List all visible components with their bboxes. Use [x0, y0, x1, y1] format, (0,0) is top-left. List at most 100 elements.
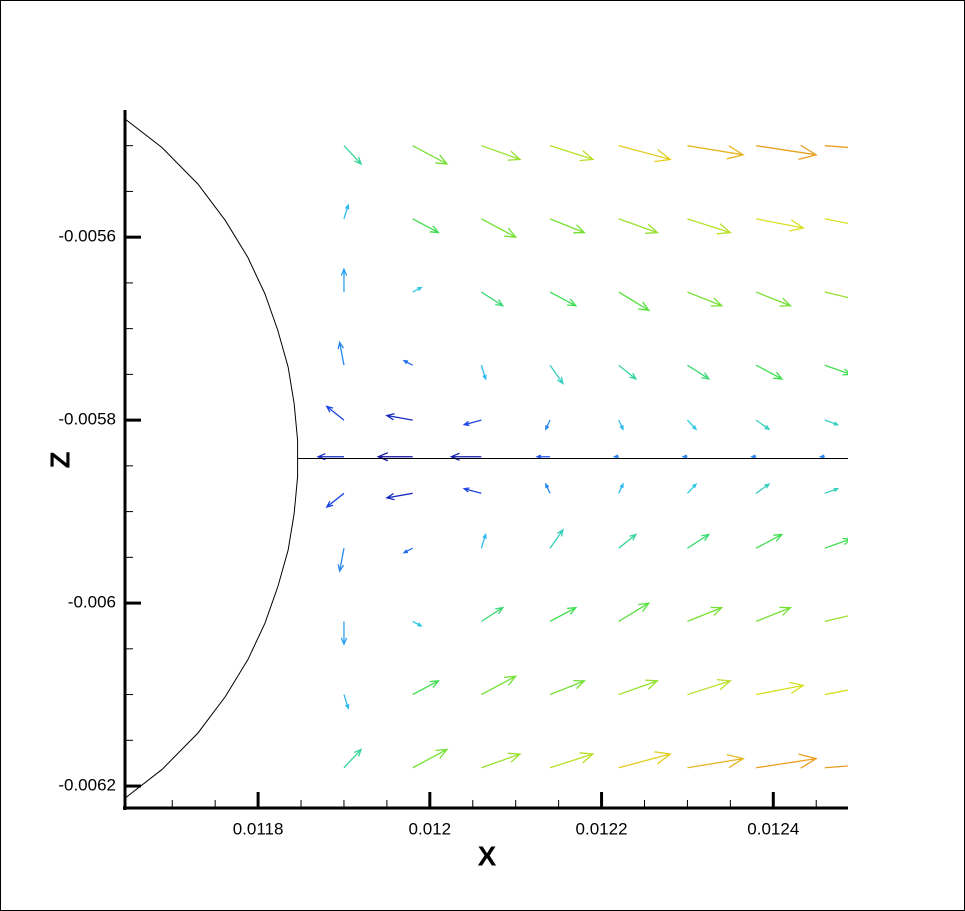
- vector-arrow: [481, 218, 518, 238]
- vector-arrow: [481, 675, 518, 696]
- vector-arrow: [545, 482, 551, 494]
- vector-arrow: [687, 145, 745, 160]
- vector-arrow: [549, 291, 578, 307]
- vector-arrow: [687, 291, 724, 307]
- vector-arrow: [824, 419, 840, 426]
- vector-arrow: [480, 291, 505, 307]
- vector-arrow: [687, 678, 732, 696]
- vector-arrow: [402, 547, 413, 554]
- vector-arrow: [549, 218, 586, 234]
- vector-arrow: [755, 483, 771, 494]
- vector-arrow: [549, 606, 578, 622]
- vector-arrow: [750, 454, 757, 459]
- vector-arrow: [686, 482, 698, 494]
- vector-arrow: [449, 452, 482, 461]
- vector-arrow: [756, 753, 818, 769]
- vector-arrow: [343, 145, 363, 166]
- vector-arrow: [687, 364, 711, 380]
- vector-arrow: [824, 145, 848, 149]
- vector-arrow: [824, 487, 840, 494]
- vector-arrow: [824, 364, 848, 376]
- y-tick-label: -0.0056: [58, 227, 116, 246]
- vector-arrow: [618, 291, 651, 312]
- vector-arrow: [343, 748, 363, 769]
- vector-arrow: [337, 548, 345, 573]
- x-axis-title: X: [478, 840, 497, 871]
- vector-arrow: [549, 679, 586, 696]
- vector-arrow: [402, 359, 413, 366]
- vector-arrow: [618, 533, 638, 549]
- vector-arrow: [325, 405, 345, 421]
- vector-arrow: [755, 419, 771, 431]
- y-tick-label: -0.0062: [58, 776, 116, 795]
- vector-arrow: [755, 218, 805, 232]
- x-tick-label: 0.012: [409, 819, 452, 838]
- vector-arrow: [549, 364, 564, 385]
- vector-arrow: [612, 454, 619, 459]
- vector-arrow: [412, 145, 449, 165]
- vector-arrow: [412, 748, 449, 769]
- vector-arrow: [618, 679, 659, 696]
- vector-arrow: [824, 537, 848, 549]
- vector-arrow: [535, 454, 551, 459]
- vector-arrow: [755, 364, 784, 380]
- vector-arrow: [385, 413, 413, 421]
- vector-arrow: [412, 680, 440, 696]
- vector-arrow: [818, 454, 825, 459]
- x-tick-label: 0.0118: [233, 819, 284, 838]
- vector-arrow: [687, 533, 711, 549]
- vector-arrow: [340, 621, 348, 646]
- vector-arrow: [618, 751, 672, 769]
- vector-arrow: [462, 419, 482, 427]
- vector-arrow: [337, 340, 345, 366]
- vector-arrow: [687, 218, 732, 235]
- vector-arrow: [755, 291, 793, 307]
- vector-arrow: [824, 218, 848, 225]
- vector-arrow: [480, 606, 505, 622]
- plot-area: [125, 118, 848, 799]
- vector-arrow: [618, 145, 672, 163]
- vector-arrow: [376, 452, 413, 462]
- vector-arrow: [618, 602, 651, 622]
- vector-arrow: [412, 286, 423, 293]
- vector-arrow: [618, 218, 659, 234]
- vector-arrow: [549, 145, 595, 162]
- vector-arrow: [756, 144, 818, 160]
- vector-arrow: [618, 364, 638, 380]
- vector-arrow: [481, 752, 522, 769]
- vector-arrow: [618, 419, 624, 431]
- vector-arrow: [545, 419, 551, 431]
- vector-arrow: [687, 753, 745, 769]
- vector-arrow: [824, 765, 848, 769]
- x-tick-label: 0.0124: [747, 819, 799, 838]
- vector-arrow: [755, 606, 793, 622]
- vector-arrow: [480, 532, 487, 549]
- vector-arrow: [412, 620, 423, 627]
- vector-arrow: [412, 218, 440, 234]
- x-tick-label: 0.0122: [576, 819, 628, 838]
- vector-arrow: [755, 681, 805, 696]
- vector-arrow: [687, 606, 724, 622]
- vector-arrow: [481, 145, 522, 161]
- vector-arrow: [325, 492, 345, 509]
- vector-arrow: [824, 291, 848, 299]
- vector-arrow: [340, 267, 348, 293]
- axes: [123, 110, 848, 810]
- y-tick-label: -0.006: [68, 593, 116, 612]
- vector-arrow: [549, 528, 564, 549]
- vector-arrow: [549, 752, 595, 769]
- vector-arrow: [824, 615, 848, 623]
- vector-arrow: [824, 689, 848, 696]
- vector-arrow: [686, 419, 698, 431]
- vector-arrow: [480, 365, 487, 381]
- vector-arrow: [681, 454, 688, 459]
- vector-arrow: [462, 487, 482, 494]
- vector-arrow: [618, 482, 624, 494]
- vector-arrow: [755, 533, 784, 549]
- vector-arrow: [385, 492, 413, 501]
- y-tick-label: -0.0058: [58, 410, 116, 429]
- y-axis-title: Z: [44, 451, 75, 468]
